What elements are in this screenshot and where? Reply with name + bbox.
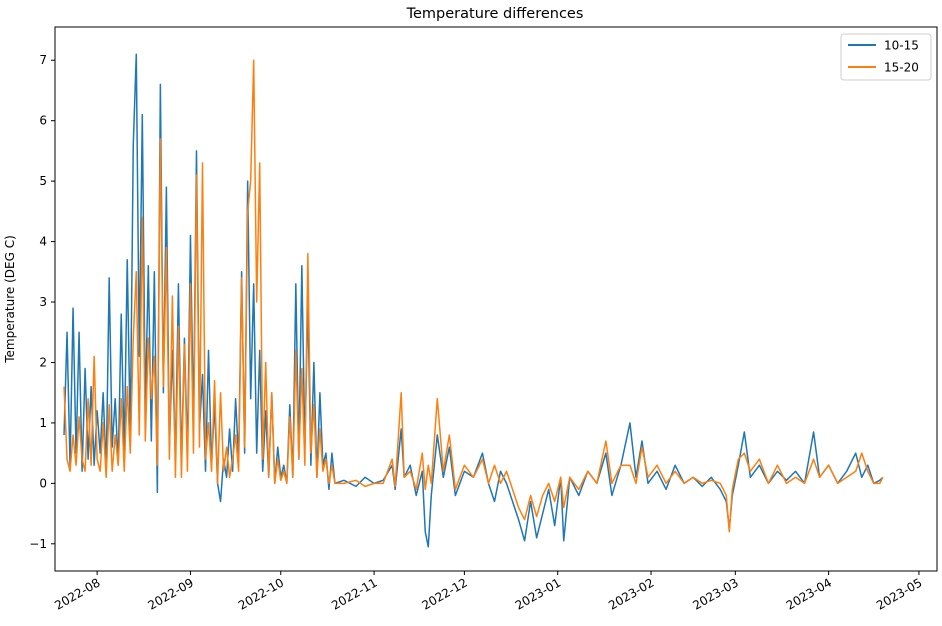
y-tick-label: 3 xyxy=(39,295,47,309)
plot-area xyxy=(63,53,884,548)
plot-frame xyxy=(54,26,938,572)
y-tick-label: 7 xyxy=(39,53,47,67)
y-tick-label: 1 xyxy=(39,416,47,430)
y-axis-label: Temperature (DEG C) xyxy=(3,235,17,364)
chart-title: Temperature differences xyxy=(406,6,584,22)
y-tick-label: 0 xyxy=(39,476,47,490)
y-tick-label: −1 xyxy=(29,537,47,551)
y-axis: −1 0 1 2 3 4 5 6 7 xyxy=(29,53,55,551)
series-layer xyxy=(63,53,884,548)
y-tick-label: 6 xyxy=(39,114,47,128)
legend: 10-15 15-20 xyxy=(840,33,932,81)
y-tick-label: 2 xyxy=(39,355,47,369)
legend-label-15-20: 15-20 xyxy=(884,61,919,75)
y-tick-label: 5 xyxy=(39,174,47,188)
series-line-15-20 xyxy=(63,59,884,533)
y-tick-label: 4 xyxy=(39,235,47,249)
legend-label-10-15: 10-15 xyxy=(884,39,919,53)
